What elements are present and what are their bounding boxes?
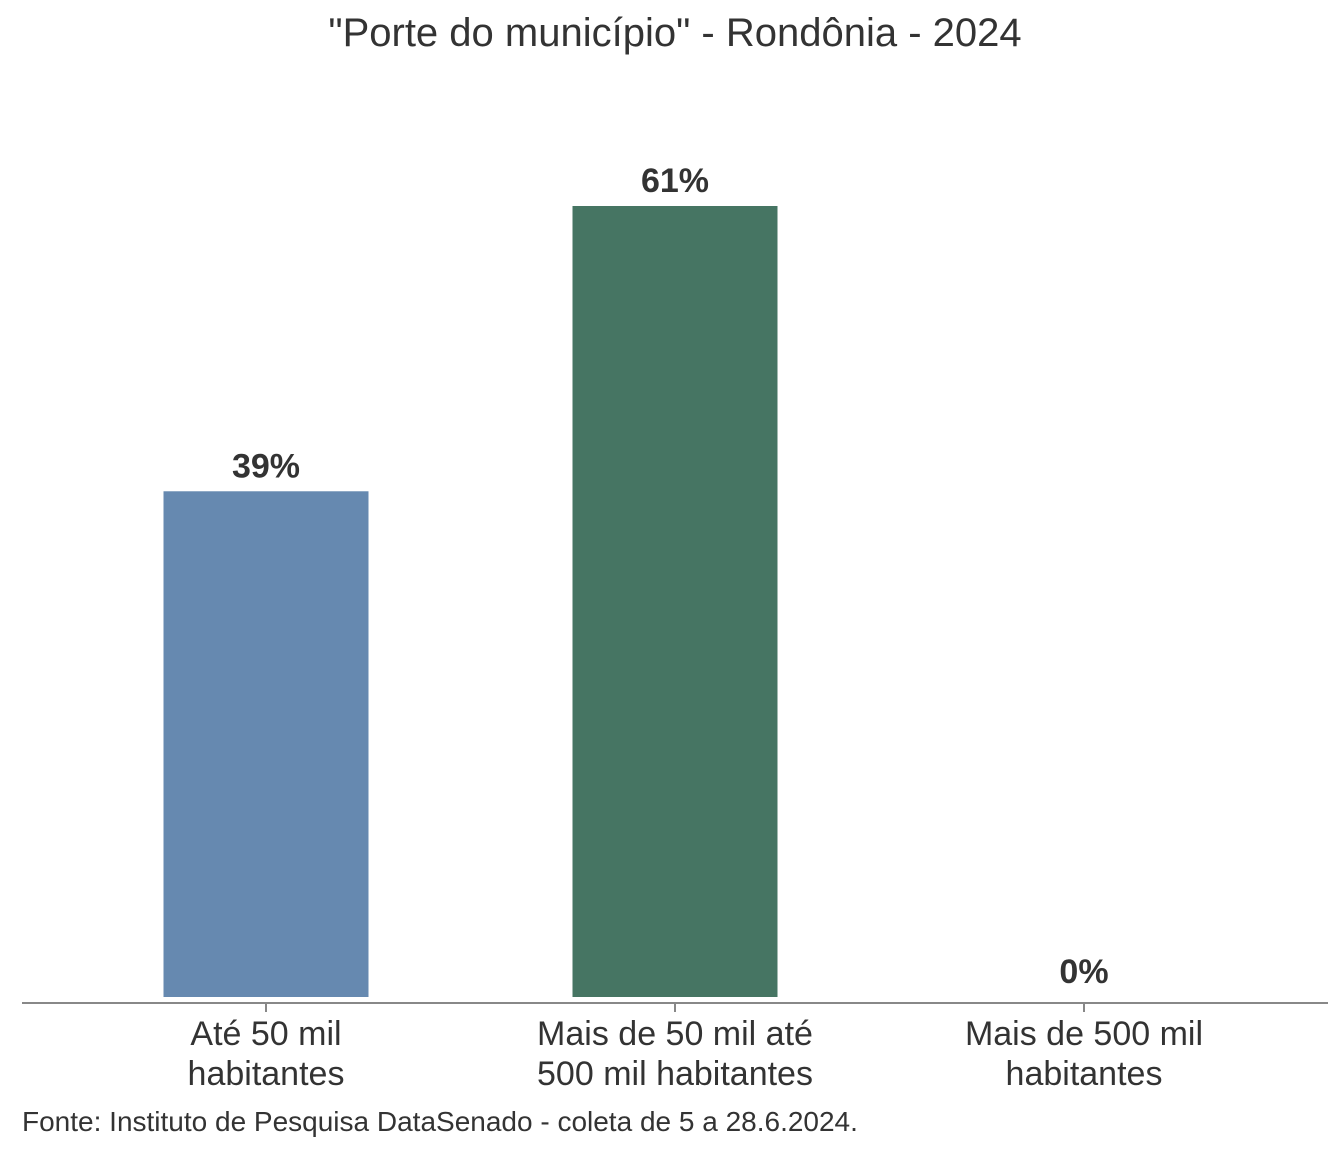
- source-note: Fonte: Instituto de Pesquisa DataSenado …: [22, 1106, 858, 1137]
- value-label-1: 61%: [641, 162, 709, 200]
- bar-1: [572, 206, 778, 997]
- x-tick-label-line: habitantes: [188, 1055, 345, 1093]
- x-tick-label-line: Mais de 50 mil até: [537, 1015, 813, 1053]
- x-tick-label-line: habitantes: [1006, 1055, 1163, 1093]
- bars-group: [163, 206, 778, 997]
- x-tick-label-2: Mais de 500 mil habitantes: [965, 1015, 1203, 1093]
- x-tick-label-line: Até 50 mil: [190, 1015, 341, 1053]
- chart-title: "Porte do município" - Rondônia - 2024: [328, 11, 1021, 55]
- bar-0: [163, 491, 369, 997]
- value-label-0: 39%: [232, 447, 300, 485]
- value-label-2: 0%: [1059, 953, 1108, 991]
- value-labels-group: 39% 61% 0%: [232, 162, 1109, 991]
- x-tick-label-line: 500 mil habitantes: [537, 1055, 813, 1093]
- x-tick-label-0: Até 50 mil habitantes: [188, 1015, 345, 1093]
- x-tick-label-line: Mais de 500 mil: [965, 1015, 1203, 1053]
- x-tick-label-1: Mais de 50 mil até 500 mil habitantes: [537, 1015, 813, 1093]
